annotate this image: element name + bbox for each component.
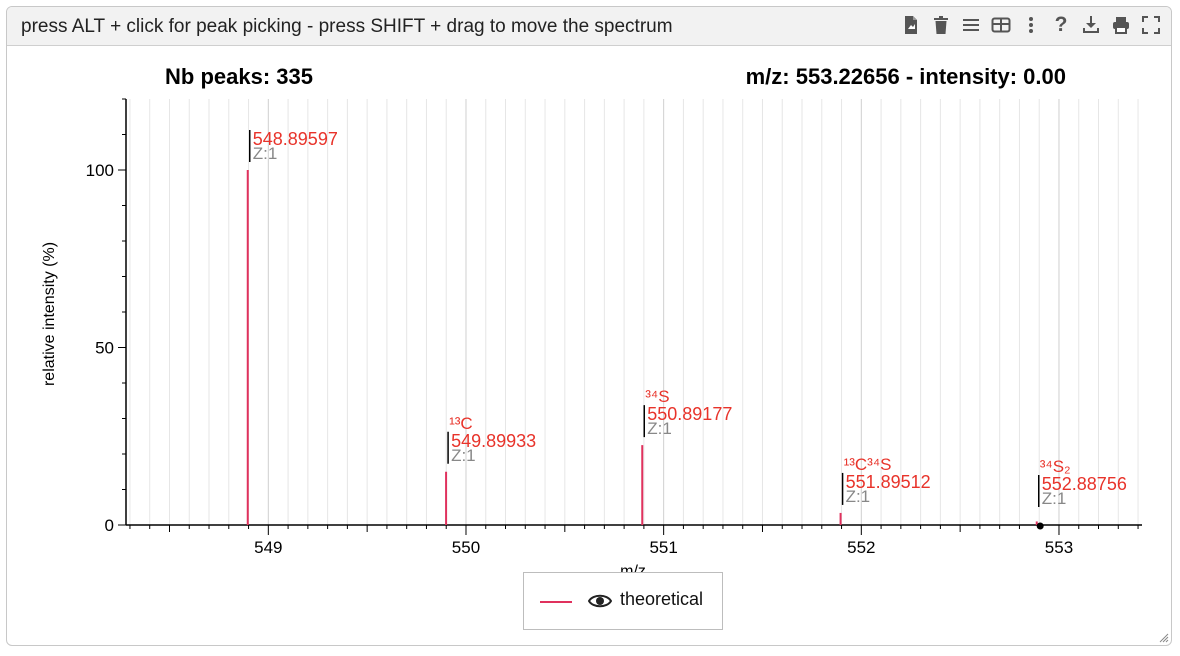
peak-charge-label: Z:1 xyxy=(451,446,476,465)
peak-charge-label: Z:1 xyxy=(253,144,278,163)
peak-isotope-label: ¹³C³⁴S xyxy=(844,455,892,474)
toolbar: ? xyxy=(899,13,1163,37)
peak-mz-label: 551.89512 xyxy=(846,472,931,492)
fullscreen-icon[interactable] xyxy=(1139,13,1163,37)
y-axis-label: relative intensity (%) xyxy=(41,242,58,386)
peak-mz-label: 548.89597 xyxy=(253,129,338,149)
legend-label: theoretical xyxy=(620,589,704,609)
instruction-hint: press ALT + click for peak picking - pre… xyxy=(21,16,673,37)
trash-icon[interactable] xyxy=(929,13,953,37)
cursor-dot xyxy=(1036,522,1044,530)
title-bar: press ALT + click for peak picking - pre… xyxy=(7,7,1171,46)
print-icon[interactable] xyxy=(1109,13,1133,37)
y-tick-label: 50 xyxy=(95,339,114,358)
more-vertical-icon[interactable] xyxy=(1019,13,1043,37)
x-axis: 549 550 551 552 553 xyxy=(126,524,1142,557)
eye-icon[interactable] xyxy=(588,591,612,611)
legend[interactable]: theoretical xyxy=(523,572,723,630)
menu-icon[interactable] xyxy=(959,13,983,37)
resize-handle-icon[interactable] xyxy=(1157,631,1169,643)
y-tick-label: 100 xyxy=(86,161,114,180)
x-tick-label: 549 xyxy=(254,538,282,557)
x-tick-label: 550 xyxy=(452,538,480,557)
spectrum-panel: press ALT + click for peak picking - pre… xyxy=(6,6,1172,646)
legend-swatch xyxy=(540,601,572,603)
y-tick-label: 0 xyxy=(105,516,114,535)
peak-charge-label: Z:1 xyxy=(1042,489,1067,508)
download-icon[interactable] xyxy=(1079,13,1103,37)
peak-isotope-label: ³⁴S xyxy=(645,387,669,406)
peak-mz-label: 550.89177 xyxy=(647,404,732,424)
vertical-grid xyxy=(129,99,1139,525)
peak-charge-label: Z:1 xyxy=(846,487,871,506)
x-tick-label: 553 xyxy=(1045,538,1073,557)
export-icon[interactable] xyxy=(899,13,923,37)
x-tick-label: 551 xyxy=(649,538,677,557)
cursor-readout: m/z: 553.22656 - intensity: 0.00 xyxy=(746,64,1066,89)
peak-mz-label: 552.88756 xyxy=(1042,474,1127,494)
peak-charge-label: Z:1 xyxy=(647,419,672,438)
help-icon[interactable]: ? xyxy=(1054,13,1068,36)
peak-count: Nb peaks: 335 xyxy=(165,64,313,89)
peak-isotope-label: ¹³C xyxy=(449,414,473,433)
table-icon[interactable] xyxy=(989,13,1013,37)
peak-mz-label: 549.89933 xyxy=(451,431,536,451)
y-axis: 0 50 100 xyxy=(86,98,127,535)
peak-bars xyxy=(246,170,1038,525)
x-tick-label: 552 xyxy=(847,538,875,557)
peak-isotope-label: ³⁴S₂ xyxy=(1040,457,1071,476)
